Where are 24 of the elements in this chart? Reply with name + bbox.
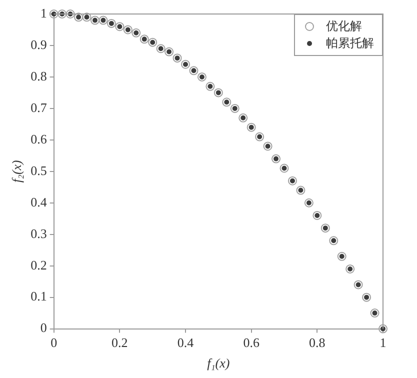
y-tick-label: 0.8 (30, 68, 47, 84)
y-tick-label: 0.6 (30, 131, 48, 146)
y-tick-label: 0.7 (30, 100, 48, 115)
x-tick-label: 0 (50, 335, 58, 350)
y-tick-label: 0.5 (30, 162, 47, 178)
point (90, 16, 100, 25)
x-axis-title: f₁(x) (207, 356, 230, 371)
y-axis-title: f₂(x) (9, 160, 24, 183)
point (346, 264, 355, 274)
x-tick-label: 0.8 (309, 335, 326, 350)
y-tick-label: 0.4 (30, 194, 48, 210)
y-tick-label: 0.2 (30, 257, 47, 272)
y-tick-label: 0.1 (30, 288, 47, 304)
y-tick-label: 0 (40, 320, 47, 336)
legend-label: 优化解 (326, 19, 362, 33)
y-tick-label: 1 (40, 5, 47, 20)
legend-label: 帕累托解 (326, 36, 374, 50)
x-tick-label: 0.4 (177, 335, 194, 350)
y-tick-label: 0.9 (30, 36, 47, 52)
x-tick-label: 0.6 (243, 335, 260, 350)
x-tick-label: 1 (380, 335, 386, 350)
y-tick-label: 0.3 (30, 226, 47, 241)
point (181, 60, 190, 69)
x-tick-label: 0.2 (112, 335, 128, 350)
